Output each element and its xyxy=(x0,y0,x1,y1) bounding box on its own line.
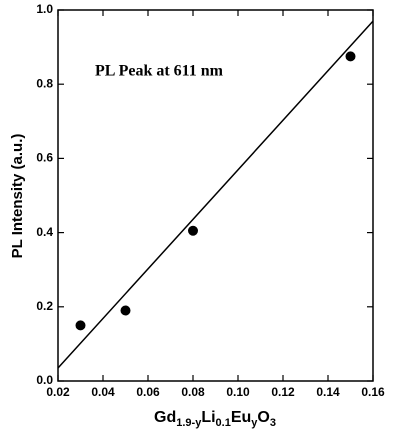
x-tick-label: 0.14 xyxy=(316,385,340,399)
x-tick-label: 0.02 xyxy=(46,385,70,399)
x-label-subscript: y xyxy=(251,417,258,429)
x-tick-label: 0.10 xyxy=(226,385,250,399)
y-tick-label: 0.4 xyxy=(36,225,53,239)
data-point xyxy=(345,51,356,62)
x-label-part: Li xyxy=(201,409,215,426)
x-tick-label: 0.16 xyxy=(361,385,385,399)
x-axis-label: Gd1.9-yLi0.1EuyO3 xyxy=(154,409,276,429)
data-point xyxy=(120,305,131,316)
y-tick-label: 0.0 xyxy=(36,373,53,387)
y-tick-label: 0.8 xyxy=(36,76,53,90)
x-label-subscript: 3 xyxy=(270,417,276,429)
x-tick-label: 0.12 xyxy=(271,385,295,399)
y-axis-label: PL Intensity (a.u.) xyxy=(9,134,26,259)
x-label-part: Eu xyxy=(231,409,251,426)
annotation: PL Peak at 611 nm xyxy=(95,63,224,80)
x-tick-label: 0.08 xyxy=(181,385,205,399)
plot-frame xyxy=(57,9,374,382)
x-tick-label: 0.06 xyxy=(136,385,160,399)
x-label-part: Gd xyxy=(154,409,176,426)
y-tick-label: 0.6 xyxy=(36,151,53,165)
x-tick-label: 0.04 xyxy=(91,385,115,399)
data-point xyxy=(75,320,86,331)
data-point xyxy=(188,225,198,236)
y-tick-label: 0.2 xyxy=(36,299,53,313)
x-label-subscript: 1.9-y xyxy=(176,417,202,429)
fit-line xyxy=(57,20,374,369)
y-tick-label: 1.0 xyxy=(36,2,53,16)
x-label-part: O xyxy=(257,409,269,426)
x-label-subscript: 0.1 xyxy=(216,417,231,429)
